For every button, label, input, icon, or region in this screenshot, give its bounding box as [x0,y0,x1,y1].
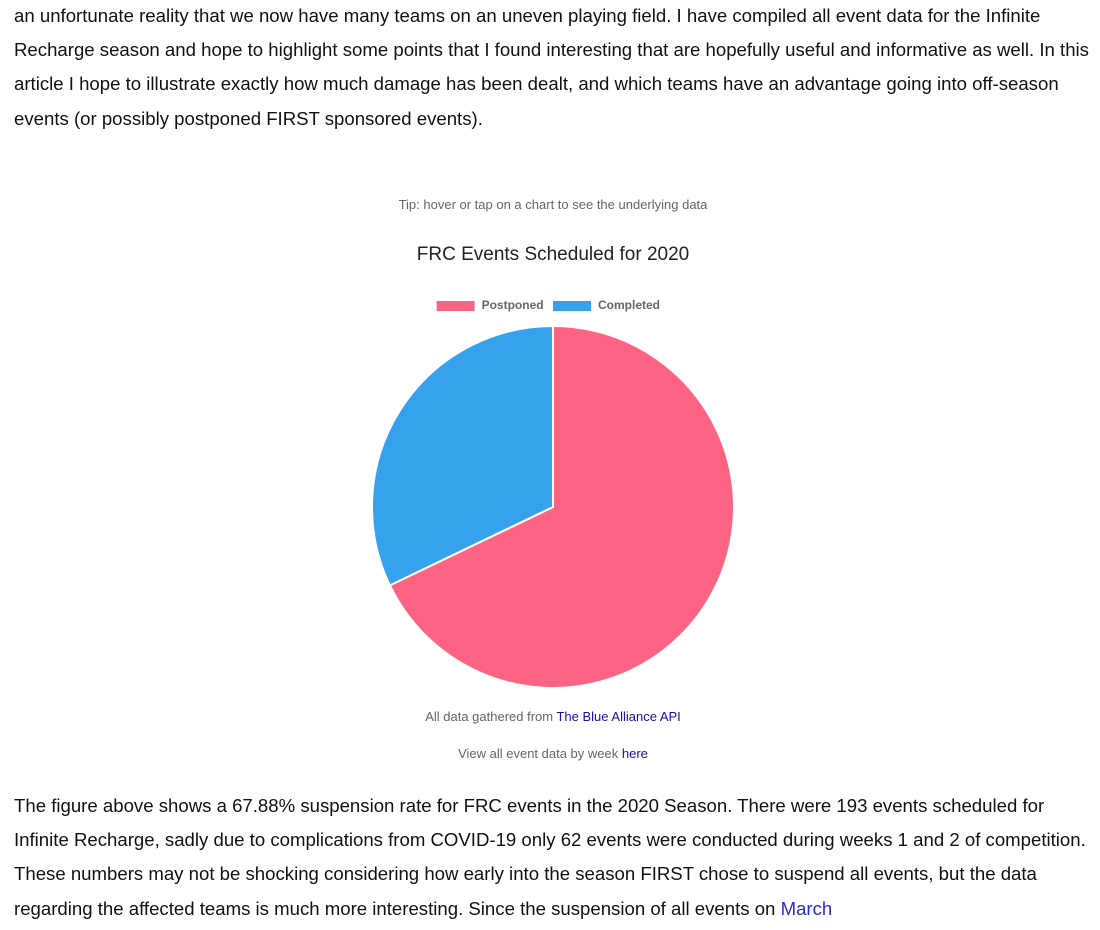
pie-slice [371,324,554,587]
paragraph-text: The figure above shows a 67.88% suspensi… [14,795,1086,919]
more-text: View all event data by week [458,746,619,761]
chart: FRC Events Scheduled for 2020 Postponed C… [371,244,735,689]
paragraph-link[interactable]: March [780,897,833,919]
chart-title: FRC Events Scheduled for 2020 [417,244,690,265]
legend-swatch [436,301,475,311]
paragraph: an unfortunate reality that we now have … [14,0,1092,136]
source: All data gathered from The Blue Alliance… [0,709,1100,724]
legend-swatch [553,301,591,311]
paragraph-text: an unfortunate reality that we now have … [14,5,1089,129]
tip: Tip: hover or tap on a chart to see the … [398,197,708,212]
pie-slice [388,324,735,689]
paragraph: The figure above shows a 67.88% suspensi… [14,789,1092,926]
source-text: All data gathered from [425,709,554,724]
legend-label: Completed [598,298,660,312]
more: View all event data by week here [0,746,1100,761]
source-link[interactable]: The Blue Alliance API [556,709,681,724]
more-link[interactable]: here [621,746,648,761]
legend-label: Postponed [482,298,544,312]
